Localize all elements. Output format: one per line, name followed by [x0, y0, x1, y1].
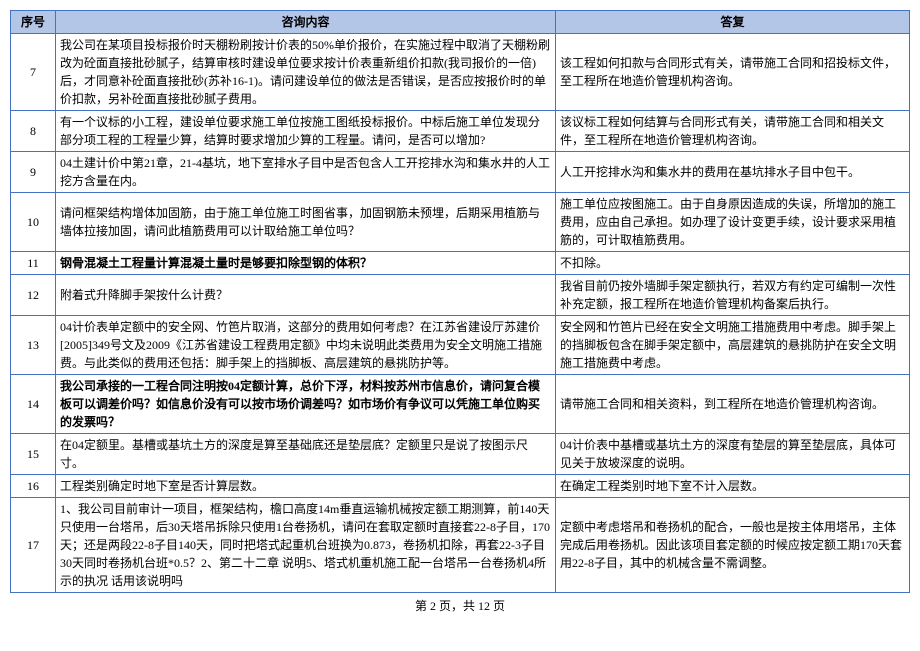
row-number: 10 — [11, 193, 56, 252]
row-answer: 该工程如何扣款与合同形式有关，请带施工合同和招投标文件，至工程所在地造价管理机构… — [556, 34, 910, 111]
col-header-answer: 答复 — [556, 11, 910, 34]
table-row: 14我公司承接的一工程合同注明按04定额计算，总价下浮，材料按苏州市信息价，请问… — [11, 375, 910, 434]
row-question: 工程类别确定时地下室是否计算层数。 — [56, 475, 556, 498]
row-answer: 定额中考虑塔吊和卷扬机的配合，一般也是按主体用塔吊，主体完成后用卷扬机。因此该项… — [556, 498, 910, 593]
row-answer: 不扣除。 — [556, 252, 910, 275]
row-question: 我公司承接的一工程合同注明按04定额计算，总价下浮，材料按苏州市信息价，请问复合… — [56, 375, 556, 434]
col-header-question: 咨询内容 — [56, 11, 556, 34]
row-answer: 在确定工程类别时地下室不计入层数。 — [556, 475, 910, 498]
row-answer: 我省目前仍按外墙脚手架定额执行，若双方有约定可编制一次性补充定额，报工程所在地造… — [556, 275, 910, 316]
row-number: 14 — [11, 375, 56, 434]
table-row: 1304计价表单定额中的安全网、竹笆片取消，这部分的费用如何考虑？在江苏省建设厅… — [11, 316, 910, 375]
col-header-num: 序号 — [11, 11, 56, 34]
table-row: 10请问框架结构增体加固筋，由于施工单位施工时图省事，加固钢筋未预埋，后期采用植… — [11, 193, 910, 252]
row-question: 附着式升降脚手架按什么计费？ — [56, 275, 556, 316]
row-number: 11 — [11, 252, 56, 275]
qa-table: 序号 咨询内容 答复 7我公司在某项目投标报价时天棚粉刷按计价表的50%单价报价… — [10, 10, 910, 593]
row-number: 12 — [11, 275, 56, 316]
row-question: 在04定额里。基槽或基坑土方的深度是算至基础底还是垫层底？定额里只是说了按图示尺… — [56, 434, 556, 475]
table-row: 16工程类别确定时地下室是否计算层数。在确定工程类别时地下室不计入层数。 — [11, 475, 910, 498]
row-answer: 请带施工合同和相关资料，到工程所在地造价管理机构咨询。 — [556, 375, 910, 434]
row-question: 1、我公司目前审计一项目，框架结构，檐口高度14m垂直运输机械按定额工期测算，前… — [56, 498, 556, 593]
row-answer: 安全网和竹笆片已经在安全文明施工措施费用中考虑。脚手架上的挡脚板包含在脚手架定额… — [556, 316, 910, 375]
table-row: 171、我公司目前审计一项目，框架结构，檐口高度14m垂直运输机械按定额工期测算… — [11, 498, 910, 593]
row-answer: 人工开挖排水沟和集水井的费用在基坑排水子目中包干。 — [556, 152, 910, 193]
row-number: 15 — [11, 434, 56, 475]
row-question: 钢骨混凝土工程量计算混凝土量时是够要扣除型钢的体积？ — [56, 252, 556, 275]
row-answer: 04计价表中基槽或基坑土方的深度有垫层的算至垫层底，具体可见关于放坡深度的说明。 — [556, 434, 910, 475]
table-row: 15在04定额里。基槽或基坑土方的深度是算至基础底还是垫层底？定额里只是说了按图… — [11, 434, 910, 475]
row-answer: 施工单位应按图施工。由于自身原因造成的失误，所增加的施工费用，应由自己承担。如办… — [556, 193, 910, 252]
table-row: 11钢骨混凝土工程量计算混凝土量时是够要扣除型钢的体积？不扣除。 — [11, 252, 910, 275]
table-row: 904土建计价中第21章，21-4基坑，地下室排水子目中是否包含人工开挖排水沟和… — [11, 152, 910, 193]
row-number: 13 — [11, 316, 56, 375]
row-question: 04计价表单定额中的安全网、竹笆片取消，这部分的费用如何考虑？在江苏省建设厅苏建… — [56, 316, 556, 375]
row-question: 04土建计价中第21章，21-4基坑，地下室排水子目中是否包含人工开挖排水沟和集… — [56, 152, 556, 193]
row-question: 我公司在某项目投标报价时天棚粉刷按计价表的50%单价报价，在实施过程中取消了天棚… — [56, 34, 556, 111]
table-row: 12附着式升降脚手架按什么计费？我省目前仍按外墙脚手架定额执行，若双方有约定可编… — [11, 275, 910, 316]
row-number: 8 — [11, 111, 56, 152]
table-row: 7我公司在某项目投标报价时天棚粉刷按计价表的50%单价报价，在实施过程中取消了天… — [11, 34, 910, 111]
row-number: 17 — [11, 498, 56, 593]
row-number: 16 — [11, 475, 56, 498]
row-number: 9 — [11, 152, 56, 193]
row-number: 7 — [11, 34, 56, 111]
row-question: 请问框架结构增体加固筋，由于施工单位施工时图省事，加固钢筋未预埋，后期采用植筋与… — [56, 193, 556, 252]
row-answer: 该议标工程如何结算与合同形式有关，请带施工合同和相关文件，至工程所在地造价管理机… — [556, 111, 910, 152]
table-row: 8有一个议标的小工程，建设单位要求施工单位按施工图纸投标报价。中标后施工单位发现… — [11, 111, 910, 152]
row-question: 有一个议标的小工程，建设单位要求施工单位按施工图纸投标报价。中标后施工单位发现分… — [56, 111, 556, 152]
page-footer: 第 2 页，共 12 页 — [10, 597, 910, 614]
